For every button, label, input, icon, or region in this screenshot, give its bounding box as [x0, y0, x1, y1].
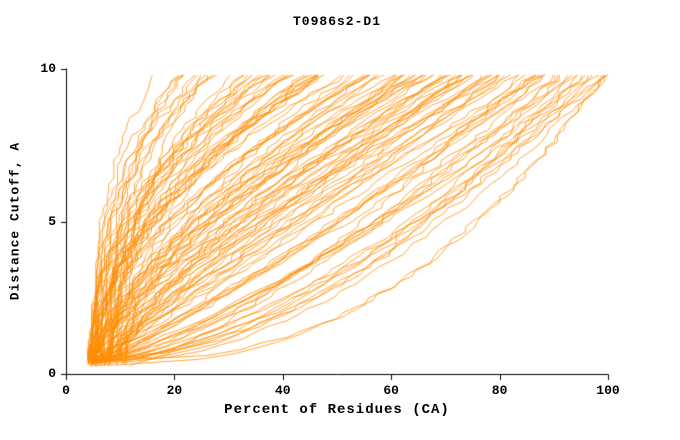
- x-axis-label: Percent of Residues (CA): [224, 402, 450, 418]
- x-tick-label: 40: [274, 383, 291, 398]
- x-tick-label: 0: [62, 383, 70, 398]
- x-tick-label: 100: [596, 383, 620, 398]
- y-tick-label: 5: [48, 213, 56, 229]
- x-tick-label: 60: [383, 383, 399, 398]
- y-tick-label: 10: [40, 61, 56, 76]
- chart-title: T0986s2-D1: [292, 14, 381, 29]
- x-tick-label: 80: [491, 383, 508, 398]
- y-tick-label: 0: [48, 366, 56, 381]
- x-tick-label: 20: [166, 383, 183, 398]
